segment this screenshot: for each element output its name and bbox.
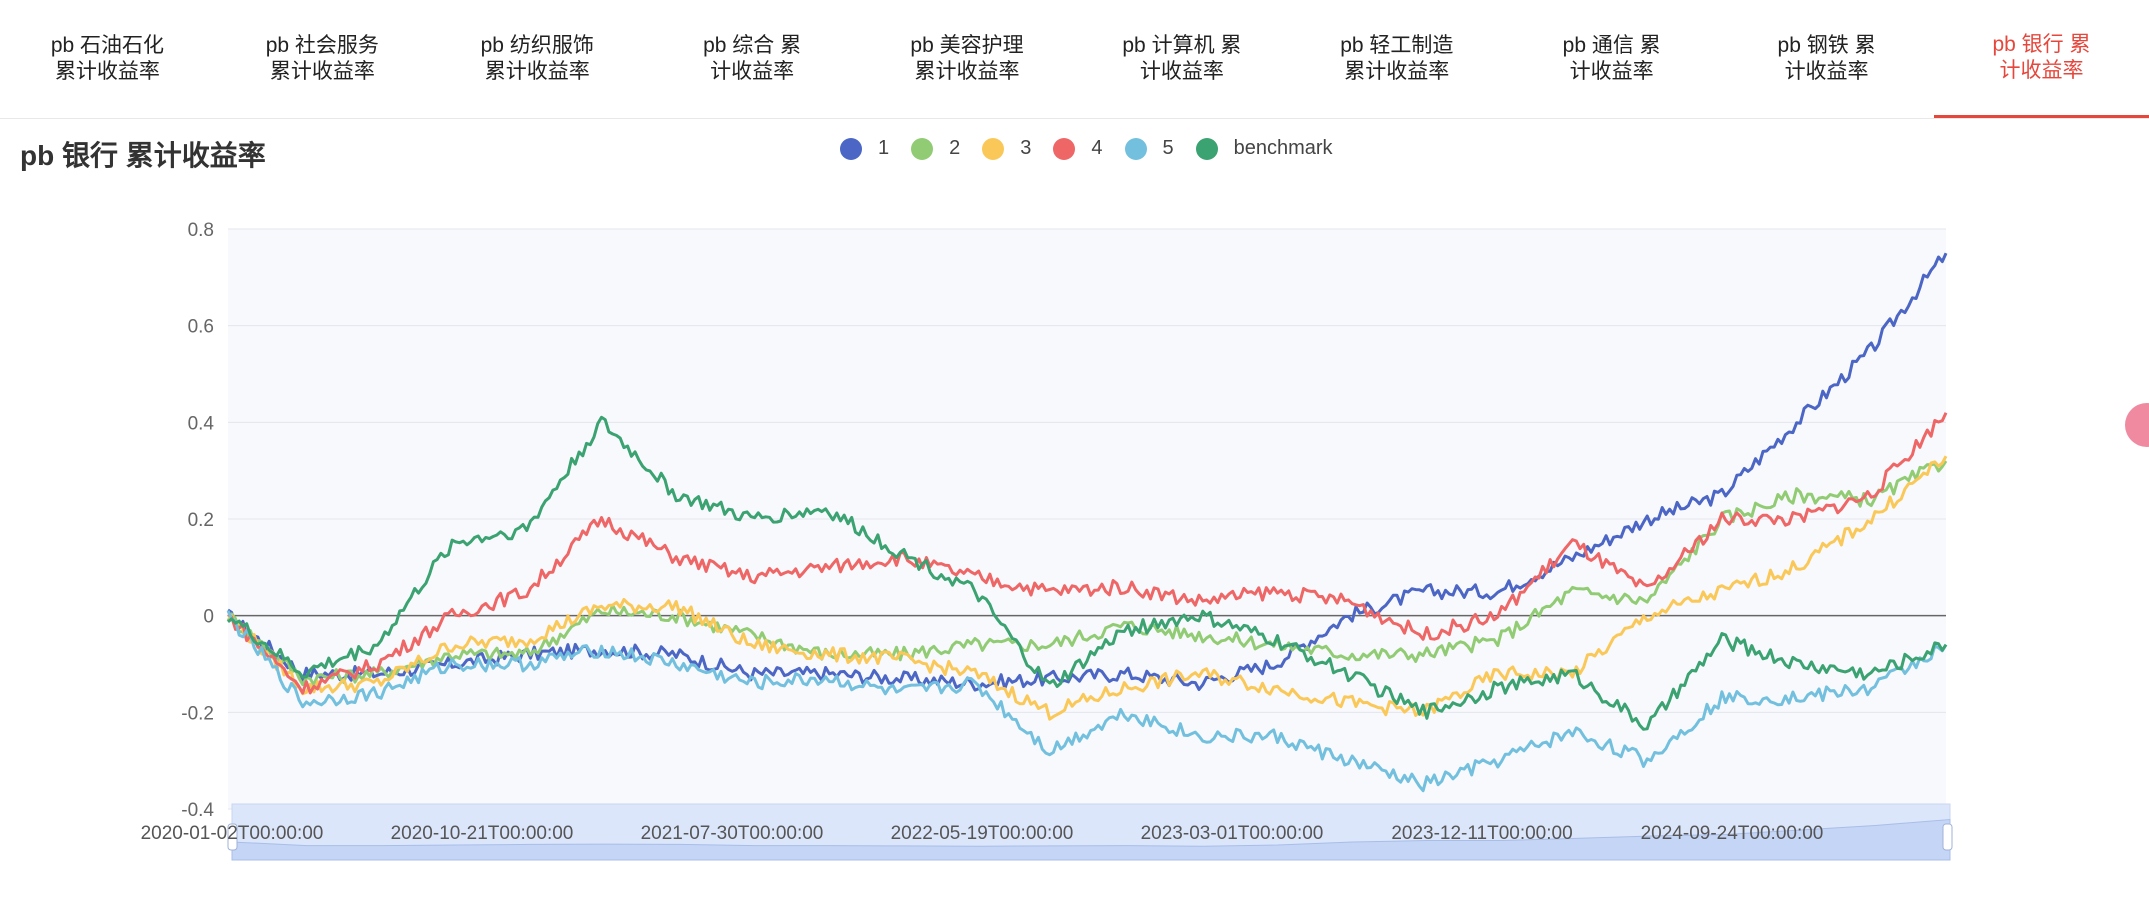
- tab-label-line1: pb 银行 累: [1992, 32, 2091, 56]
- y-tick-label: -0.2: [181, 703, 214, 724]
- legend-label: 1: [878, 137, 890, 159]
- legend-marker: [840, 137, 862, 160]
- legend-item-4[interactable]: 4: [1053, 137, 1103, 160]
- tab-label-line2: 计收益率: [1999, 58, 2084, 82]
- y-tick-label: -0.4: [181, 800, 214, 821]
- x-tick-label: 2022-05-19T00:00:00: [891, 823, 1074, 844]
- legend-item-benchmark[interactable]: benchmark: [1195, 137, 1333, 160]
- tab-label-line2: 累计收益率: [54, 60, 160, 83]
- series-line-2: [226, 460, 1948, 687]
- tab-bar: pb 石油石化 累计收益率 pb 社会服务 累计收益率 pb 纺织服饰 累计收益率 pb 综…: [0, 0, 2149, 119]
- chart-title: pb 银行 累计收益率: [20, 140, 266, 171]
- legend-label: 3: [1020, 137, 1032, 159]
- y-tick-label: 0: [203, 607, 214, 628]
- chart-legend: 1 2 3 4 5 benchmark: [840, 137, 1355, 160]
- zoom-overview-area: [231, 818, 1951, 861]
- tab-9[interactable]: pb 银行 累计收益率: [1934, 0, 2149, 118]
- y-tick-label: 0.2: [188, 510, 214, 531]
- y-tick-label: 0.8: [188, 220, 214, 241]
- tab-label-line2: 计收益率: [1139, 60, 1224, 83]
- legend-item-3[interactable]: 3: [982, 137, 1031, 160]
- series-line-benchmark: [227, 415, 1948, 731]
- legend-item-1[interactable]: 1: [840, 137, 889, 160]
- y-tick-label: 0.6: [188, 317, 214, 338]
- legend-item-2[interactable]: 2: [911, 137, 960, 160]
- legend-label: benchmark: [1233, 137, 1333, 159]
- tab-label-line2: 计收益率: [1569, 60, 1654, 83]
- tab-label-line2: 累计收益率: [914, 60, 1020, 83]
- zoom-handle-left[interactable]: [227, 823, 238, 851]
- tab-2[interactable]: pb 纺织服饰 累计收益率: [430, 0, 645, 118]
- tab-5[interactable]: pb 计算机 累计收益率: [1074, 0, 1289, 118]
- tab-label-line2: 累计收益率: [1344, 60, 1450, 83]
- legend-label: 4: [1091, 137, 1103, 159]
- tab-7[interactable]: pb 通信 累计收益率: [1504, 0, 1719, 118]
- tab-label-line1: pb 轻工制造: [1340, 34, 1454, 57]
- tab-3[interactable]: pb 综合 累计收益率: [645, 0, 860, 118]
- tab-label-line1: pb 社会服务: [265, 34, 379, 57]
- tab-label-line2: 计收益率: [710, 60, 795, 83]
- x-tick-label: 2020-01-02T00:00:00: [141, 823, 324, 844]
- tab-label-line1: pb 美容护理: [910, 34, 1024, 57]
- legend-marker: [1195, 137, 1218, 160]
- zoom-handle-right[interactable]: [1942, 823, 1953, 851]
- tab-label-line2: 累计收益率: [269, 60, 375, 83]
- legend-marker: [911, 137, 934, 160]
- legend-marker: [1124, 137, 1147, 160]
- tab-label-line1: pb 综合 累: [703, 34, 802, 57]
- tab-0[interactable]: pb 石油石化 累计收益率: [0, 0, 215, 118]
- legend-marker: [982, 137, 1005, 160]
- legend-label: 5: [1162, 137, 1174, 159]
- x-tick-label: 2020-10-21T00:00:00: [391, 823, 574, 844]
- x-tick-label: 2021-07-30T00:00:00: [641, 823, 824, 844]
- x-tick-label: 2024-09-24T00:00:00: [1641, 823, 1824, 844]
- tab-4[interactable]: pb 美容护理 累计收益率: [860, 0, 1075, 118]
- tab-8[interactable]: pb 钢铁 累计收益率: [1719, 0, 1934, 118]
- tab-label-line1: pb 计算机 累: [1122, 34, 1242, 57]
- tab-label-line1: pb 纺织服饰: [480, 34, 594, 57]
- tab-1[interactable]: pb 社会服务 累计收益率: [215, 0, 430, 118]
- legend-item-5[interactable]: 5: [1124, 137, 1174, 160]
- tab-label-line1: pb 通信 累: [1562, 34, 1661, 57]
- tab-label-line1: pb 石油石化: [50, 34, 165, 57]
- legend-label: 2: [949, 137, 961, 159]
- legend-marker: [1053, 137, 1076, 160]
- x-tick-label: 2023-03-01T00:00:00: [1141, 823, 1324, 844]
- tab-label-line2: 累计收益率: [484, 60, 590, 83]
- tab-6[interactable]: pb 轻工制造 累计收益率: [1289, 0, 1504, 118]
- series-line-3: [227, 455, 1948, 721]
- tab-label-line1: pb 钢铁 累: [1777, 34, 1876, 57]
- x-tick-label: 2023-12-11T00:00:00: [1391, 823, 1572, 844]
- y-tick-label: 0.4: [188, 413, 215, 434]
- series-line-4: [227, 412, 1948, 695]
- series-line-5: [226, 610, 1948, 793]
- tab-label-line2: 计收益率: [1784, 60, 1869, 83]
